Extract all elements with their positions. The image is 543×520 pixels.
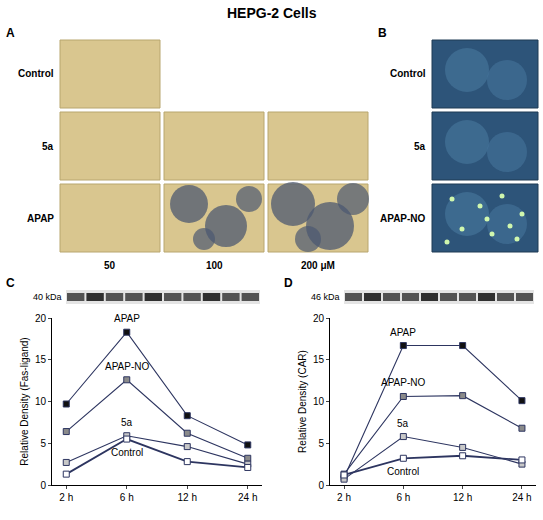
svg-text:D: D — [284, 276, 293, 290]
svg-text:5a: 5a — [397, 418, 409, 429]
svg-text:0: 0 — [318, 480, 324, 491]
svg-text:APAP-NO: APAP-NO — [381, 377, 425, 388]
svg-text:2 h: 2 h — [337, 492, 351, 503]
svg-text:0: 0 — [40, 480, 46, 491]
svg-text:A: A — [6, 26, 15, 40]
svg-text:12 h: 12 h — [178, 492, 197, 503]
svg-text:200 μM: 200 μM — [301, 260, 335, 271]
svg-text:APAP-NO: APAP-NO — [380, 213, 426, 224]
svg-text:46 kDa: 46 kDa — [311, 292, 340, 302]
svg-text:5: 5 — [40, 438, 46, 449]
svg-text:50: 50 — [104, 260, 116, 271]
svg-text:24 h: 24 h — [512, 492, 531, 503]
svg-text:5a: 5a — [42, 141, 54, 152]
svg-text:2 h: 2 h — [59, 492, 73, 503]
svg-text:Control: Control — [18, 68, 54, 79]
svg-text:15: 15 — [35, 354, 47, 365]
svg-text:40 kDa: 40 kDa — [33, 292, 62, 302]
svg-text:24 h: 24 h — [238, 492, 257, 503]
svg-text:B: B — [378, 26, 387, 40]
svg-text:Relative Density (CAR): Relative Density (CAR) — [297, 350, 308, 453]
svg-text:12 h: 12 h — [453, 492, 472, 503]
svg-text:Relative Density (Fas-ligand): Relative Density (Fas-ligand) — [19, 337, 30, 465]
svg-text:5a: 5a — [121, 417, 133, 428]
svg-text:Control: Control — [390, 68, 426, 79]
svg-text:6 h: 6 h — [120, 492, 134, 503]
svg-text:APAP: APAP — [114, 313, 140, 324]
svg-text:20: 20 — [35, 313, 47, 324]
svg-text:100: 100 — [206, 260, 223, 271]
svg-text:10: 10 — [35, 396, 47, 407]
svg-text:APAP-NO: APAP-NO — [105, 361, 149, 372]
svg-text:APAP: APAP — [27, 213, 54, 224]
svg-text:5: 5 — [318, 438, 324, 449]
svg-text:Control: Control — [111, 447, 143, 458]
svg-text:6 h: 6 h — [396, 492, 410, 503]
svg-text:10: 10 — [313, 396, 325, 407]
svg-text:15: 15 — [313, 354, 325, 365]
svg-text:20: 20 — [313, 313, 325, 324]
svg-text:5a: 5a — [414, 141, 426, 152]
svg-text:HEPG-2 Cells: HEPG-2 Cells — [227, 5, 317, 21]
svg-text:APAP: APAP — [390, 327, 416, 338]
svg-text:C: C — [6, 276, 15, 290]
svg-text:Control: Control — [387, 466, 419, 477]
